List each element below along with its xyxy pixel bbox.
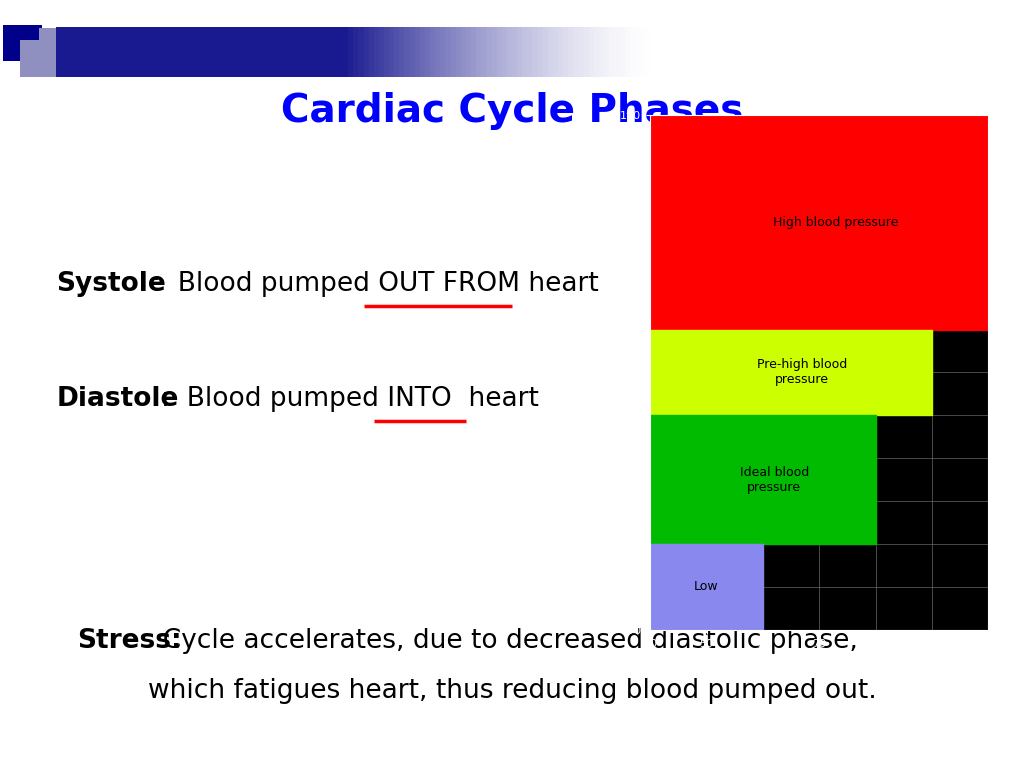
Bar [589,27,594,77]
Bar [374,27,379,77]
Bar [604,27,609,77]
Bar [645,27,650,77]
Bar [348,27,353,77]
Y-axis label: Systolic (top number): Systolic (top number) [606,313,615,432]
Bar [507,27,512,77]
Bar [486,27,492,77]
Bar [440,27,445,77]
Bar [543,27,548,77]
Bar [399,27,404,77]
Bar [435,27,440,77]
Bar [39,28,78,65]
Bar [425,27,430,77]
Bar [471,27,476,77]
Bar [568,27,573,77]
Bar [614,27,620,77]
Text: :  Blood pumped INTO  heart: : Blood pumped INTO heart [161,386,539,412]
Bar [527,27,532,77]
Bar [364,27,369,77]
Bar [517,27,522,77]
Bar [353,27,358,77]
Text: Diastole: Diastole [56,386,179,412]
Bar [579,27,584,77]
Bar [599,27,604,77]
X-axis label: Diastolic (bottom number): Diastolic (bottom number) [745,653,893,663]
Text: Stress:: Stress: [77,628,181,654]
Bar [384,27,389,77]
Bar [369,27,374,77]
Bar [3,25,42,61]
Bar [476,27,481,77]
Bar [497,27,502,77]
Bar [584,27,589,77]
Bar [420,27,425,77]
Bar [415,27,420,77]
Bar [594,27,599,77]
Bar [553,27,558,77]
Text: Pre-high blood
pressure: Pre-high blood pressure [757,359,848,386]
Text: :  Blood pumped OUT FROM heart: : Blood pumped OUT FROM heart [152,271,598,297]
Bar [445,27,451,77]
Bar [548,27,553,77]
Bar [620,27,625,77]
Text: Ideal blood
pressure: Ideal blood pressure [739,465,809,494]
Bar [466,27,471,77]
Bar [650,415,876,544]
Bar [20,40,59,77]
Bar [625,27,630,77]
Bar [481,27,486,77]
Bar [609,27,614,77]
Bar [389,27,394,77]
Bar [538,27,543,77]
Bar [379,27,384,77]
Bar [563,27,568,77]
Bar [430,27,435,77]
Bar [56,27,343,77]
Bar [410,27,415,77]
Bar [404,27,410,77]
Bar [635,27,640,77]
Bar [456,27,461,77]
Text: Low: Low [694,581,719,594]
Bar [492,27,497,77]
Bar [630,27,635,77]
Bar [650,544,763,630]
Bar [394,27,399,77]
Bar [532,27,538,77]
Bar [558,27,563,77]
Bar [640,27,645,77]
Text: High blood pressure: High blood pressure [773,216,899,229]
Bar [451,27,456,77]
Bar [358,27,364,77]
Text: which fatigues heart, thus reducing blood pumped out.: which fatigues heart, thus reducing bloo… [147,678,877,704]
Bar [650,329,932,415]
Text: Systole: Systole [56,271,166,297]
Bar [512,27,517,77]
Text: Cycle accelerates, due to decreased diastolic phase,: Cycle accelerates, due to decreased dias… [146,628,858,654]
Bar [343,27,348,77]
Text: Cardiac Cycle Phases: Cardiac Cycle Phases [281,92,743,130]
Bar [573,27,579,77]
Bar [522,27,527,77]
Bar [461,27,466,77]
Bar [650,115,988,329]
Bar [502,27,507,77]
